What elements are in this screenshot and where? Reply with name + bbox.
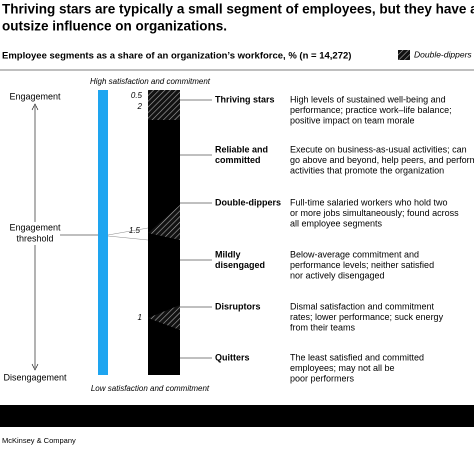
segment-description: performance levels; neither satisfied <box>290 260 434 270</box>
segment-description: poor performers <box>290 373 355 383</box>
segment-name: Quitters <box>215 352 250 362</box>
double-dipper-area <box>148 90 180 120</box>
axis-arrows <box>31 103 39 371</box>
title: Thriving stars are typically a small seg… <box>2 2 474 17</box>
segment-description: Dismal satisfaction and commitment <box>290 301 435 311</box>
segment-description: Execute on business-as-usual activities;… <box>290 144 467 154</box>
segment-name: Disruptors <box>215 301 261 311</box>
legend-label: Double-dippers <box>414 49 472 59</box>
connector <box>107 227 149 241</box>
satisfaction-bar <box>98 90 108 375</box>
axis-threshold: threshold <box>16 233 53 243</box>
axis-top: Engagement <box>9 91 61 101</box>
segment-name: Mildly <box>215 249 241 259</box>
double-dipper-area <box>148 205 180 240</box>
segment-description: The least satisfied and committed <box>290 352 424 362</box>
dd-label: 2 <box>137 102 143 111</box>
double-dipper-area <box>148 305 180 330</box>
segment-name: Double-dippers <box>215 197 281 207</box>
segment-description: or more jobs simultaneously; found acros… <box>290 208 459 218</box>
axis-bottom: Disengagement <box>3 372 67 382</box>
bar-bottom-label: Low satisfaction and commitment <box>91 384 210 393</box>
segment-description: nor actively disengaged <box>290 270 385 280</box>
segment-description: rates; lower performance; suck energy <box>290 312 444 322</box>
segment-description: activities that promote the organization <box>290 165 444 175</box>
segment-description: Below-average commitment and <box>290 249 419 259</box>
axis-threshold: Engagement <box>9 222 61 232</box>
redacted-footnote <box>0 405 474 427</box>
subtitle: Employee segments as a share of an organ… <box>2 51 351 62</box>
segment-description: positive impact on team morale <box>290 115 415 125</box>
segment-description: employees; may not all be <box>290 363 395 373</box>
segment-description: High levels of sustained well-being and <box>290 94 446 104</box>
segment-description: all employee segments <box>290 218 383 228</box>
dd-label: 1 <box>138 313 142 322</box>
legend-swatch <box>398 50 410 60</box>
source: McKinsey & Company <box>2 436 76 445</box>
segment-name: Thriving stars <box>215 94 275 104</box>
segment-description: from their teams <box>290 322 356 332</box>
dd-label: 0.5 <box>131 91 143 100</box>
segment-description: go above and beyond, help peers, and per… <box>290 155 474 165</box>
segment-description: Full-time salaried workers who hold two <box>290 197 448 207</box>
bar-top-label: High satisfaction and commitment <box>90 77 211 86</box>
segment-name: committed <box>215 155 261 165</box>
segment-name: disengaged <box>215 260 265 270</box>
dd-label: 1.5 <box>129 226 141 235</box>
segment-name: Reliable and <box>215 144 268 154</box>
title: outsize influence on organizations. <box>2 19 227 34</box>
segment-description: performance; practice work–life balance; <box>290 105 452 115</box>
